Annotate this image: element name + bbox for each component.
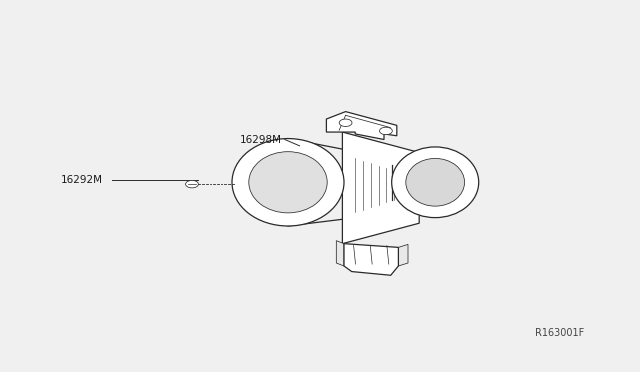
Circle shape <box>380 127 392 135</box>
Text: 16292M: 16292M <box>61 176 103 185</box>
Ellipse shape <box>249 152 327 213</box>
Text: 16298M: 16298M <box>240 135 282 144</box>
Text: R163001F: R163001F <box>536 328 584 338</box>
Polygon shape <box>344 244 398 275</box>
Polygon shape <box>398 244 408 266</box>
Polygon shape <box>337 241 344 266</box>
Ellipse shape <box>392 147 479 218</box>
Ellipse shape <box>406 158 465 206</box>
Circle shape <box>339 119 352 126</box>
Ellipse shape <box>364 148 392 224</box>
Polygon shape <box>326 112 397 140</box>
Circle shape <box>186 180 198 188</box>
Ellipse shape <box>232 139 344 226</box>
Polygon shape <box>342 132 419 244</box>
